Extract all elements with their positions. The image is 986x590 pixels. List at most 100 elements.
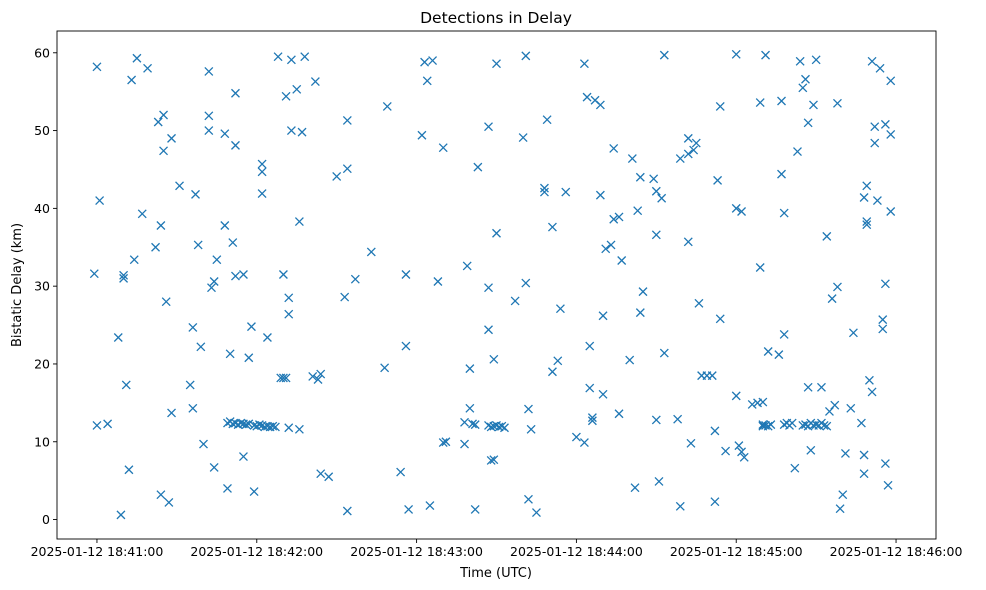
data-point <box>401 270 411 279</box>
data-point <box>404 504 414 514</box>
data-point <box>657 193 667 203</box>
data-point <box>651 230 661 240</box>
data-point <box>649 174 659 184</box>
y-tick-label: 0 <box>42 512 50 527</box>
data-point <box>281 373 291 383</box>
data-point <box>547 367 557 377</box>
data-point <box>758 420 768 430</box>
data-point <box>420 57 430 67</box>
data-point <box>524 404 533 414</box>
data-point <box>284 309 294 319</box>
y-tick-label: 40 <box>34 201 50 216</box>
data-point <box>489 455 499 465</box>
data-point <box>273 52 283 62</box>
data-point <box>867 56 877 66</box>
data-point <box>654 476 664 486</box>
data-point <box>103 419 113 429</box>
data-point <box>286 126 296 136</box>
data-point <box>524 494 533 504</box>
y-axis-label: Bistatic Delay (km) <box>10 223 25 347</box>
data-point <box>715 102 725 111</box>
data-point <box>438 438 448 447</box>
chart-title: Detections in Delay <box>420 9 572 27</box>
data-point <box>257 167 267 177</box>
data-point <box>766 420 776 430</box>
data-point <box>630 483 640 493</box>
data-point <box>761 50 770 60</box>
data-point <box>713 175 723 185</box>
y-tick-label: 30 <box>34 279 50 294</box>
data-point <box>433 277 443 286</box>
data-point <box>870 122 880 132</box>
data-point <box>300 52 310 62</box>
data-point <box>492 59 501 69</box>
data-point <box>659 50 669 60</box>
y-tick-label: 60 <box>34 45 50 60</box>
data-point <box>553 356 563 366</box>
data-point <box>721 446 731 456</box>
data-point <box>324 472 334 482</box>
x-tick-label: 2025-01-12 18:46:00 <box>830 544 963 559</box>
data-point <box>246 322 256 332</box>
data-point <box>835 504 845 514</box>
data-point <box>779 208 789 218</box>
data-point <box>244 353 254 363</box>
data-point <box>510 296 520 306</box>
data-point <box>257 189 267 199</box>
data-point <box>175 181 184 191</box>
data-point <box>683 149 693 159</box>
x-tick-label: 2025-01-12 18:44:00 <box>510 544 643 559</box>
x-tick-label: 2025-01-12 18:41:00 <box>31 544 164 559</box>
data-point <box>500 423 509 433</box>
data-point <box>316 369 326 379</box>
data-point <box>119 273 129 283</box>
data-point <box>731 391 741 401</box>
data-point <box>856 418 866 428</box>
data-point <box>156 490 166 500</box>
data-point <box>777 169 786 179</box>
data-point <box>734 441 744 451</box>
data-point <box>862 220 872 230</box>
x-tick-label: 2025-01-12 18:43:00 <box>350 544 483 559</box>
data-point <box>886 76 896 86</box>
data-point <box>880 459 890 468</box>
data-point <box>92 62 102 72</box>
data-point <box>787 418 797 428</box>
data-point <box>755 98 765 108</box>
data-point <box>635 308 645 318</box>
data-point <box>840 448 850 458</box>
data-point <box>798 83 808 93</box>
data-point <box>886 207 896 216</box>
data-point <box>428 56 438 66</box>
data-point <box>332 172 342 181</box>
data-point <box>878 324 888 334</box>
y-tick-label: 50 <box>34 123 50 138</box>
data-point <box>832 98 842 108</box>
data-point <box>156 221 166 230</box>
data-point <box>822 421 832 431</box>
plot-area <box>56 30 937 540</box>
data-point <box>244 419 254 429</box>
data-point <box>598 389 608 399</box>
data-point <box>806 445 816 455</box>
y-tick-label: 10 <box>34 434 50 449</box>
data-point <box>382 102 392 111</box>
data-point <box>422 76 432 86</box>
data-point <box>257 159 267 169</box>
data-point <box>270 422 280 432</box>
data-point <box>526 424 536 434</box>
data-point <box>811 420 821 430</box>
data-point <box>790 463 800 473</box>
data-point <box>539 183 549 193</box>
data-point <box>441 437 451 447</box>
data-point <box>859 450 869 460</box>
data-point <box>614 409 624 419</box>
data-point <box>817 382 826 392</box>
data-point <box>473 162 483 172</box>
data-point <box>281 91 291 101</box>
data-point <box>220 129 230 139</box>
data-point <box>204 111 214 121</box>
data-point <box>191 189 200 199</box>
data-point <box>830 400 840 410</box>
data-point <box>497 421 507 431</box>
